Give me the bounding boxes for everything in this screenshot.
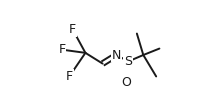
Text: F: F <box>58 43 65 56</box>
Text: S: S <box>124 55 132 68</box>
Text: O: O <box>121 76 131 89</box>
Text: F: F <box>69 23 76 36</box>
Text: F: F <box>66 70 73 83</box>
Text: N: N <box>112 49 121 61</box>
